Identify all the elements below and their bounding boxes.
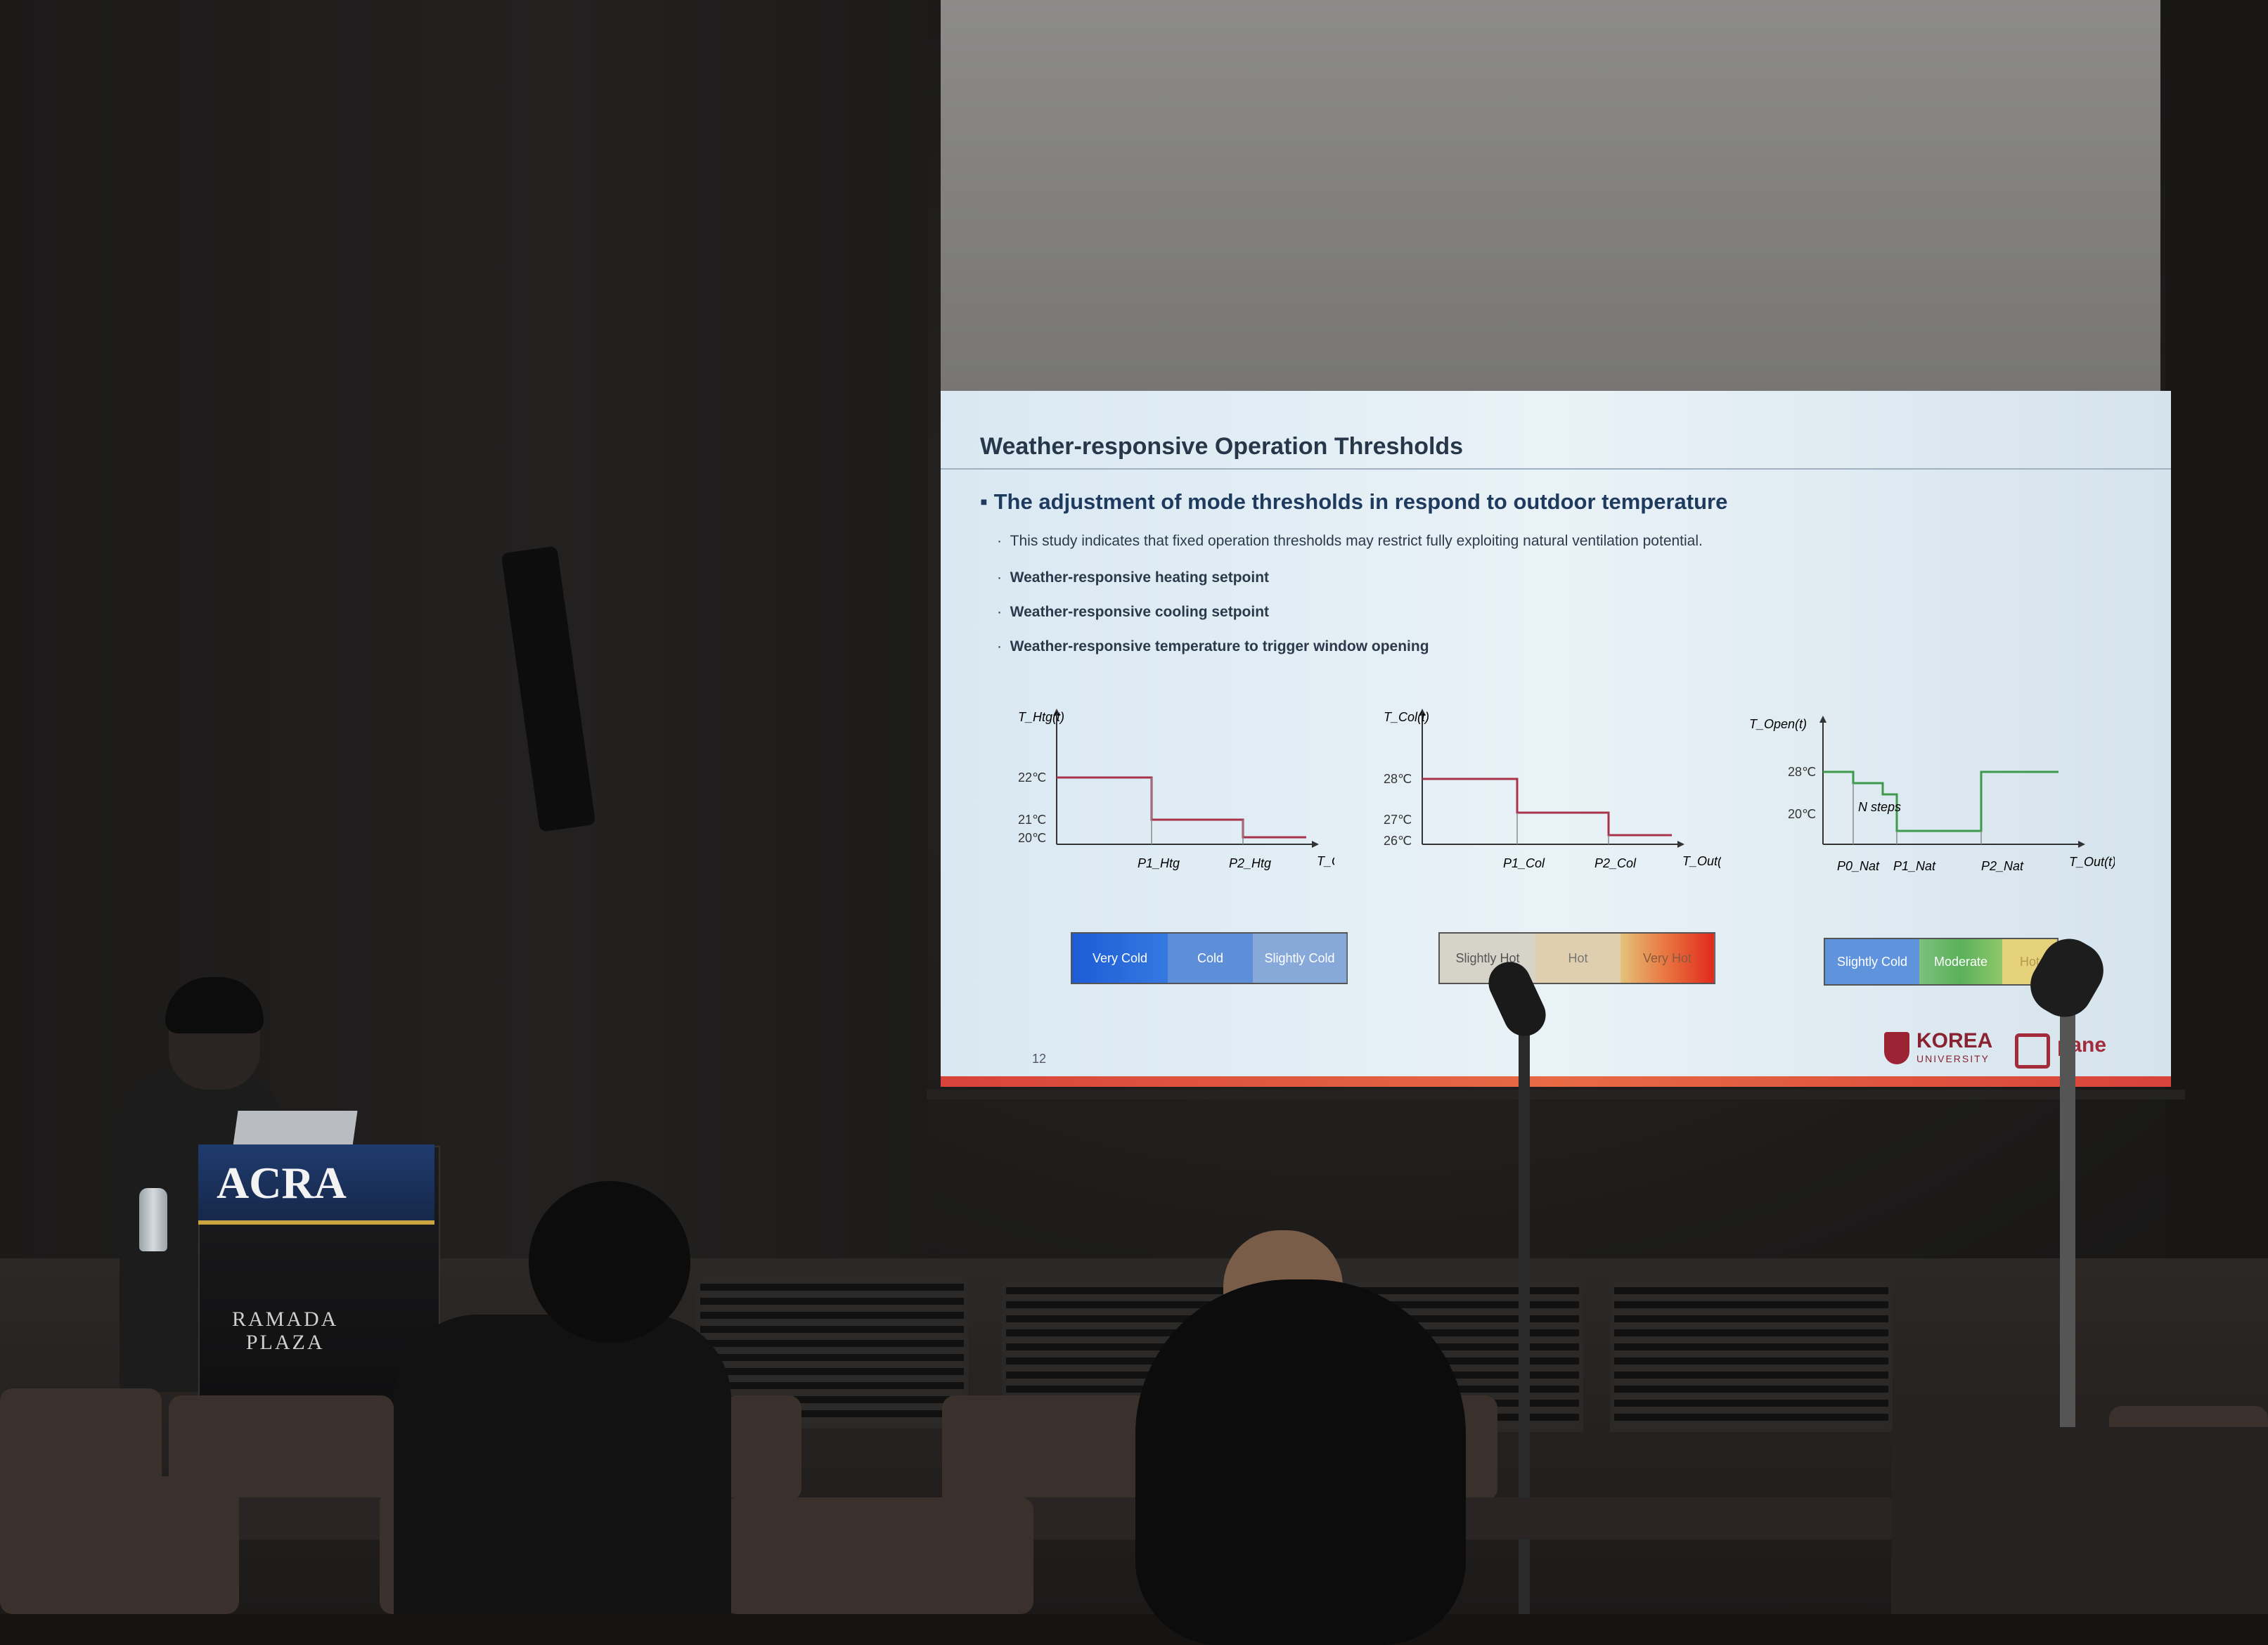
sub-bullet-text: Weather-responsive cooling setpoint bbox=[1010, 604, 1270, 620]
x-tick: P2_Nat bbox=[1981, 859, 2024, 873]
x-tick: P2_Htg bbox=[1229, 856, 1271, 870]
audience-member-head-foreground bbox=[1135, 1279, 1466, 1645]
y-tick: 27℃ bbox=[1384, 813, 1412, 827]
x-axis-label: T_Out(t) bbox=[1317, 854, 1334, 868]
y-tick: 20℃ bbox=[1788, 807, 1816, 821]
slide-page-number: 12 bbox=[1032, 1052, 1047, 1066]
slide: Weather-responsive Operation Thresholds … bbox=[941, 391, 2171, 1087]
partner-logo: pane bbox=[2015, 1029, 2156, 1069]
y-tick: 26℃ bbox=[1384, 834, 1412, 848]
sub-bullet-3: · Weather-responsive cooling setpoint bbox=[997, 604, 1270, 620]
sub-bullet-text: Weather-responsive heating setpoint bbox=[1010, 569, 1270, 586]
x-tick: P1_Nat bbox=[1893, 859, 1936, 873]
logo-korea: KOREA bbox=[1916, 1029, 1993, 1052]
band-moderate: Moderate bbox=[1919, 939, 2003, 984]
sub-bullet-1: · This study indicates that fixed operat… bbox=[997, 533, 1703, 549]
opening-step-line bbox=[1823, 770, 2058, 832]
sub-bullet-2: · Weather-responsive heating setpoint bbox=[997, 569, 1270, 586]
chair bbox=[0, 1476, 239, 1614]
x-tick: P1_Htg bbox=[1138, 856, 1180, 870]
y-tick: 21℃ bbox=[1018, 813, 1046, 827]
audience-member-head bbox=[529, 1181, 690, 1343]
main-bullet-text: The adjustment of mode thresholds in res… bbox=[993, 489, 1728, 514]
logo-university: UNIVERSITY bbox=[1916, 1053, 1990, 1064]
opening-bands: Slightly Cold Moderate Hot bbox=[1824, 938, 2058, 986]
n-steps-annotation: N steps bbox=[1858, 800, 1901, 814]
table-right bbox=[1891, 1427, 2268, 1614]
slide-title: Weather-responsive Operation Thresholds bbox=[980, 433, 1464, 460]
y-tick: 22℃ bbox=[1018, 770, 1046, 785]
chair bbox=[942, 1395, 1153, 1508]
podium-sign: ACRA bbox=[198, 1144, 434, 1225]
acra-logo: ACRA bbox=[217, 1158, 347, 1208]
screen-frame bbox=[927, 1090, 2185, 1099]
brand-line-2: PLAZA bbox=[245, 1331, 325, 1354]
x-tick: P2_Col bbox=[1594, 856, 1637, 870]
heating-setpoint-chart: T_Htg(t) 22℃ 21℃ 20℃ P1_Htg P2_Htg T_Out… bbox=[1018, 709, 1334, 870]
audience-member-body bbox=[394, 1315, 731, 1614]
band-cold: Cold bbox=[1168, 934, 1254, 983]
x-axis-label: T_Out(t) bbox=[2069, 855, 2115, 869]
y-tick: 28℃ bbox=[1788, 765, 1816, 779]
title-divider bbox=[941, 468, 2171, 470]
y-axis-label: T_Open(t) bbox=[1749, 717, 1807, 731]
x-tick: P0_Nat bbox=[1837, 859, 1880, 873]
cooling-bands: Slightly Hot Hot Very Hot bbox=[1438, 932, 1715, 984]
partner-mark-icon bbox=[2015, 1033, 2050, 1069]
cooling-step-line bbox=[1422, 778, 1672, 837]
y-axis-label: T_Htg(t) bbox=[1018, 710, 1064, 724]
y-axis-label: T_Col(t) bbox=[1384, 710, 1429, 724]
brand-line-1: RAMADA bbox=[232, 1308, 339, 1331]
window-opening-chart: T_Open(t) 28℃ 20℃ N steps P0_Nat P1_Nat … bbox=[1749, 716, 2115, 873]
laptop bbox=[233, 1111, 358, 1146]
chair bbox=[724, 1395, 801, 1501]
korea-university-logo: KOREA UNIVERSITY bbox=[1884, 1029, 2039, 1071]
table bbox=[0, 1497, 2268, 1540]
band-hot: Hot bbox=[1535, 934, 1621, 983]
sub-bullet-4: · Weather-responsive temperature to trig… bbox=[997, 638, 1429, 654]
wall-vent bbox=[1610, 1276, 1893, 1432]
sub-bullet-text: Weather-responsive temperature to trigge… bbox=[1010, 638, 1429, 654]
chair bbox=[724, 1497, 1033, 1614]
mic-stand-center bbox=[1519, 998, 1530, 1614]
sub-bullet-text: This study indicates that fixed operatio… bbox=[1010, 533, 1703, 549]
speaker-hair bbox=[165, 977, 264, 1033]
x-tick: P1_Col bbox=[1503, 856, 1545, 870]
main-bullet: ▪ The adjustment of mode thresholds in r… bbox=[980, 489, 1728, 514]
band-very-cold: Very Cold bbox=[1072, 934, 1168, 983]
y-tick: 20℃ bbox=[1018, 831, 1046, 845]
band-very-hot: Very Hot bbox=[1621, 934, 1715, 983]
band-slightly-cold: Slightly Cold bbox=[1825, 939, 1920, 984]
y-tick: 28℃ bbox=[1384, 772, 1412, 786]
heating-step-line bbox=[1057, 776, 1306, 839]
slide-accent-bar bbox=[941, 1076, 2171, 1087]
band-slightly-cold: Slightly Cold bbox=[1253, 934, 1347, 983]
x-axis-label: T_Out(t) bbox=[1682, 854, 1721, 868]
water-bottle bbox=[139, 1188, 167, 1251]
shield-icon bbox=[1884, 1032, 1909, 1064]
ramada-plaza-brand: RAMADA PLAZA bbox=[232, 1308, 338, 1354]
heating-bands: Very Cold Cold Slightly Cold bbox=[1071, 932, 1348, 984]
projection-screen-blank bbox=[941, 0, 2160, 394]
cooling-setpoint-chart: T_Col(t) 28℃ 27℃ 26℃ P1_Col P2_Col T_Out… bbox=[1384, 709, 1721, 870]
